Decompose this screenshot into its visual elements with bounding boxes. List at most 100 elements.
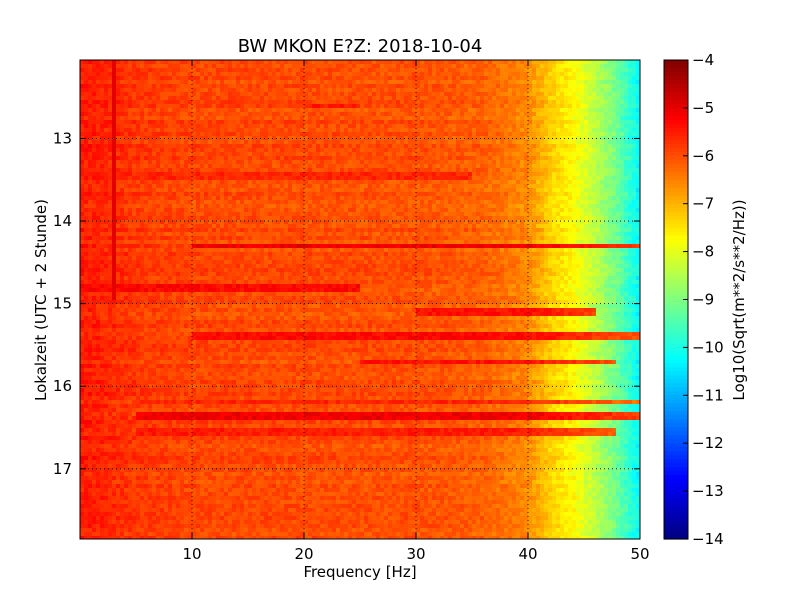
heatmap-cell: [196, 180, 200, 184]
heatmap-cell: [388, 68, 392, 72]
heatmap-cell: [304, 152, 308, 156]
heatmap-cell: [608, 192, 612, 196]
heatmap-cell: [428, 136, 432, 140]
heatmap-cell: [308, 164, 312, 168]
heatmap-cell: [300, 88, 304, 92]
heatmap-cell: [620, 112, 624, 116]
heatmap-cell: [144, 132, 148, 136]
heatmap-cell: [636, 140, 640, 144]
heatmap-cell: [196, 144, 200, 148]
heatmap-cell: [216, 136, 220, 140]
heatmap-cell: [576, 176, 580, 180]
heatmap-cell: [296, 148, 300, 152]
heatmap-cell: [356, 172, 360, 176]
heatmap-cell: [436, 188, 440, 192]
heatmap-cell: [524, 144, 528, 148]
heatmap-cell: [468, 152, 472, 156]
heatmap-cell: [244, 168, 248, 172]
heatmap-cell: [604, 104, 608, 108]
heatmap-cell: [108, 100, 112, 104]
heatmap-cell: [548, 100, 552, 104]
heatmap-cell: [384, 116, 388, 120]
heatmap-cell: [400, 172, 404, 176]
heatmap-cell: [200, 100, 204, 104]
heatmap-cell: [128, 188, 132, 192]
heatmap-cell: [328, 172, 332, 176]
heatmap-cell: [604, 128, 608, 132]
heatmap-cell: [136, 128, 140, 132]
heatmap-cell: [544, 124, 548, 128]
heatmap-cell: [524, 132, 528, 136]
heatmap-cell: [216, 164, 220, 168]
heatmap-cell: [80, 172, 84, 176]
heatmap-cell: [316, 112, 320, 116]
heatmap-cell: [604, 76, 608, 80]
heatmap-cell: [392, 80, 396, 84]
heatmap-cell: [276, 76, 280, 80]
heatmap-cell: [224, 72, 228, 76]
heatmap-cell: [240, 112, 244, 116]
heatmap-cell: [140, 64, 144, 68]
heatmap-cell: [384, 180, 388, 184]
heatmap-cell: [468, 168, 472, 172]
heatmap-cell: [288, 148, 292, 152]
heatmap-cell: [612, 140, 616, 144]
heatmap-cell: [408, 196, 412, 200]
heatmap-cell: [296, 160, 300, 164]
heatmap-cell: [196, 92, 200, 96]
heatmap-cell: [408, 160, 412, 164]
heatmap-cell: [260, 112, 264, 116]
heatmap-cell: [288, 100, 292, 104]
heatmap-cell: [212, 200, 216, 204]
heatmap-cell: [596, 164, 600, 168]
heatmap-cell: [400, 136, 404, 140]
heatmap-cell: [396, 168, 400, 172]
heatmap-cell: [328, 96, 332, 100]
heatmap-cell: [232, 104, 236, 108]
heatmap-cell: [448, 196, 452, 200]
heatmap-cell: [256, 172, 260, 176]
heatmap-cell: [408, 72, 412, 76]
heatmap-cell: [508, 132, 512, 136]
heatmap-cell: [504, 136, 508, 140]
heatmap-cell: [632, 96, 636, 100]
heatmap-cell: [588, 108, 592, 112]
heatmap-cell: [80, 108, 84, 112]
heatmap-cell: [308, 128, 312, 132]
heatmap-cell: [496, 128, 500, 132]
heatmap-cell: [552, 92, 556, 96]
heatmap-cell: [464, 200, 468, 204]
heatmap-cell: [540, 132, 544, 136]
heatmap-cell: [564, 128, 568, 132]
heatmap-cell: [332, 96, 336, 100]
heatmap-cell: [256, 84, 260, 88]
heatmap-cell: [276, 60, 280, 64]
heatmap-cell: [124, 76, 128, 80]
heatmap-cell: [308, 116, 312, 120]
heatmap-cell: [180, 144, 184, 148]
heatmap-cell: [460, 64, 464, 68]
heatmap-cell: [444, 112, 448, 116]
heatmap-cell: [296, 164, 300, 168]
heatmap-cell: [312, 72, 316, 76]
heatmap-cell: [372, 64, 376, 68]
heatmap-cell: [552, 112, 556, 116]
heatmap-cell: [328, 124, 332, 128]
heatmap-cell: [164, 192, 168, 196]
heatmap-cell: [588, 116, 592, 120]
heatmap-cell: [556, 148, 560, 152]
heatmap-cell: [584, 140, 588, 144]
heatmap-cell: [140, 132, 144, 136]
heatmap-cell: [520, 180, 524, 184]
heatmap-cell: [440, 180, 444, 184]
heatmap-cell: [232, 156, 236, 160]
heatmap-cell: [228, 80, 232, 84]
heatmap-cell: [112, 180, 116, 184]
heatmap-cell: [108, 176, 112, 180]
heatmap-cell: [280, 196, 284, 200]
heatmap-cell: [252, 124, 256, 128]
heatmap-cell: [420, 156, 424, 160]
heatmap-cell: [220, 156, 224, 160]
heatmap-cell: [548, 116, 552, 120]
heatmap-cell: [492, 76, 496, 80]
